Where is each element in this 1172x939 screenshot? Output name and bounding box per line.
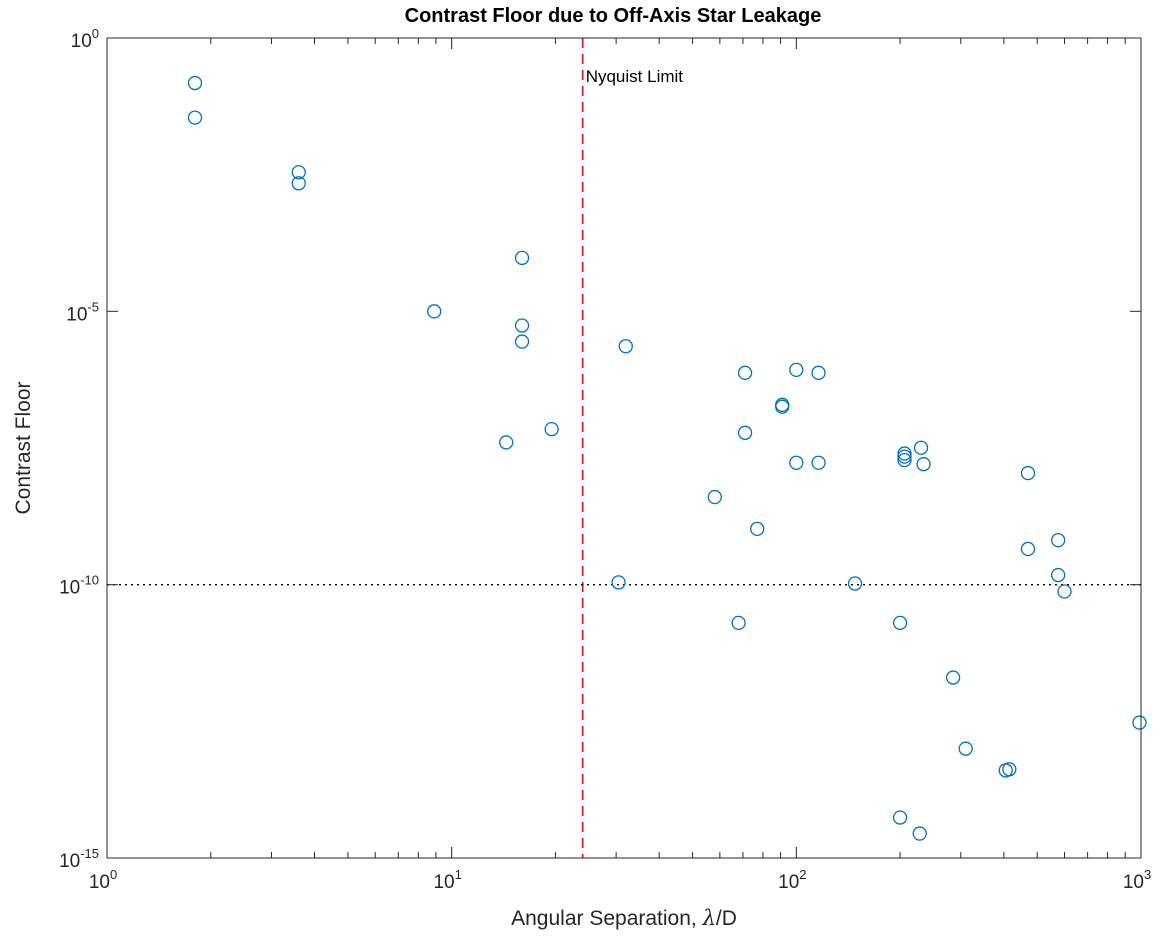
data-point bbox=[789, 362, 804, 378]
data-point bbox=[1132, 715, 1147, 730]
data-point bbox=[897, 452, 912, 468]
data-point bbox=[544, 421, 559, 437]
data-point bbox=[514, 250, 530, 266]
data-point bbox=[187, 75, 203, 91]
data-point bbox=[912, 826, 927, 841]
data-point bbox=[737, 365, 753, 380]
data-point bbox=[958, 741, 973, 756]
data-point bbox=[945, 670, 961, 685]
data-point bbox=[1020, 541, 1036, 557]
data-point bbox=[1051, 567, 1066, 583]
nyquist-limit-label: Nyquist Limit bbox=[586, 67, 684, 86]
data-point bbox=[737, 425, 753, 440]
data-point bbox=[811, 455, 826, 470]
data-point bbox=[897, 446, 912, 461]
x-axis-label: Angular Separation, λ/D bbox=[511, 906, 737, 930]
data-point bbox=[892, 810, 908, 825]
x-tick-label: 100 bbox=[89, 867, 117, 893]
data-point bbox=[1020, 465, 1036, 481]
y-tick-label: 100 bbox=[71, 26, 99, 52]
data-point bbox=[916, 457, 931, 472]
data-point bbox=[187, 110, 203, 125]
axes-box bbox=[106, 37, 1142, 859]
data-point bbox=[750, 521, 765, 536]
y-tick-label: 10-10 bbox=[59, 573, 99, 599]
y-axis-label: Contrast Floor bbox=[12, 381, 35, 514]
data-point bbox=[731, 615, 746, 631]
data-point bbox=[775, 397, 790, 412]
plot-area bbox=[107, 38, 1141, 858]
data-point bbox=[1051, 533, 1066, 548]
data-point bbox=[811, 365, 826, 380]
data-point bbox=[1057, 584, 1072, 599]
data-point bbox=[514, 318, 530, 333]
data-point bbox=[913, 440, 929, 455]
data-point bbox=[1002, 762, 1017, 777]
data-point bbox=[499, 435, 514, 450]
data-point bbox=[291, 176, 306, 191]
y-tick-label: 10-15 bbox=[59, 846, 99, 872]
y-tick-label: 10-5 bbox=[66, 299, 99, 325]
data-point bbox=[789, 455, 804, 470]
data-point bbox=[427, 304, 442, 319]
data-point bbox=[618, 339, 633, 354]
chart-title: Contrast Floor due to Off-Axis Star Leak… bbox=[405, 5, 822, 27]
data-point bbox=[707, 489, 722, 505]
x-tick-label: 103 bbox=[1123, 867, 1151, 893]
data-point bbox=[514, 334, 530, 349]
data-point bbox=[897, 449, 912, 464]
data-point bbox=[892, 615, 908, 631]
x-tick-label: 102 bbox=[778, 867, 806, 893]
data-point bbox=[291, 165, 306, 180]
data-point bbox=[611, 575, 626, 590]
x-tick-label: 101 bbox=[433, 867, 461, 893]
data-point bbox=[847, 576, 863, 591]
